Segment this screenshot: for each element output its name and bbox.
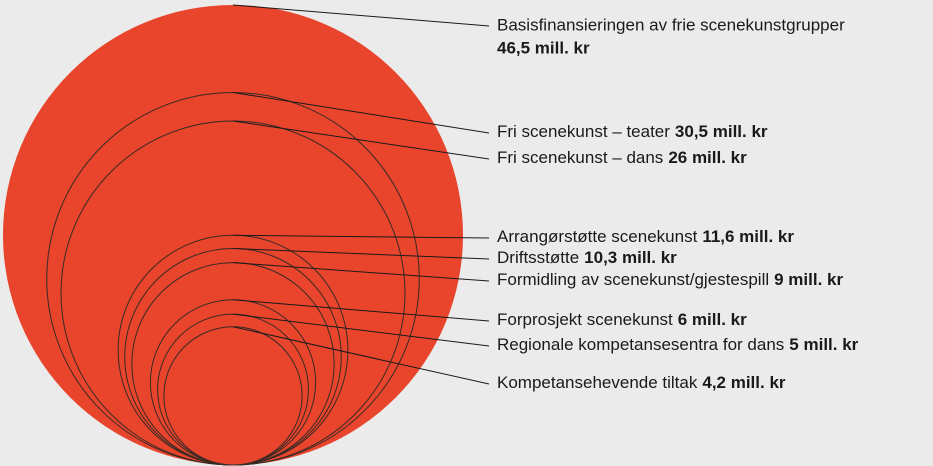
label: Formidling av scenekunst/gjestespill 9 mi… <box>497 270 843 289</box>
label: Fri scenekunst – teater 30,5 mill. kr <box>497 122 768 141</box>
leader-line <box>232 91 490 134</box>
label-name: Forprosjekt scenekunst <box>497 310 673 329</box>
label-value: 26 mill. kr <box>668 148 747 167</box>
leader-line <box>232 248 490 260</box>
label-value: 6 mill. kr <box>678 310 747 329</box>
leader-line <box>232 299 490 322</box>
leader-line <box>232 120 490 160</box>
label: Fri scenekunst – dans 26 mill. kr <box>497 148 747 167</box>
label: Regionale kompetansesentra for dans 5 mil… <box>497 335 859 354</box>
label-name: Fri scenekunst – dans <box>497 148 663 167</box>
label-name: Formidling av scenekunst/gjestespill <box>497 270 769 289</box>
leader-line <box>232 262 490 282</box>
label-value: 4,2 mill. kr <box>702 373 786 392</box>
label-value: 30,5 mill. kr <box>675 122 768 141</box>
label-value: 10,3 mill. kr <box>584 248 677 267</box>
label-value: 5 mill. kr <box>789 335 858 354</box>
leader-line <box>232 313 490 347</box>
label: Kompetansehevende tiltak 4,2 mill. kr <box>497 373 786 392</box>
leader-line <box>232 4 490 27</box>
label-value: 46,5 mill. kr <box>497 38 590 57</box>
label: Arrangørstøtte scenekunst 11,6 mill. kr <box>497 227 794 246</box>
label-value: 11,6 mill. kr <box>702 227 794 246</box>
label-name: Regionale kompetansesentra for dans <box>497 335 784 354</box>
leader-line <box>232 234 490 239</box>
label: Forprosjekt scenekunst 6 mill. kr <box>497 310 747 329</box>
label-name: Basisfinansieringen av frie scenekunstgr… <box>497 15 845 34</box>
label-name: Kompetansehevende tiltak <box>497 373 698 392</box>
label-name: Arrangørstøtte scenekunst <box>497 227 698 246</box>
label-value: 9 mill. kr <box>774 270 843 289</box>
bubble <box>163 326 303 466</box>
label-name: Driftsstøtte <box>497 248 579 267</box>
label-name: Fri scenekunst – teater <box>497 122 670 141</box>
label: Driftsstøtte 10,3 mill. kr <box>497 248 677 267</box>
leader-line <box>232 326 490 385</box>
